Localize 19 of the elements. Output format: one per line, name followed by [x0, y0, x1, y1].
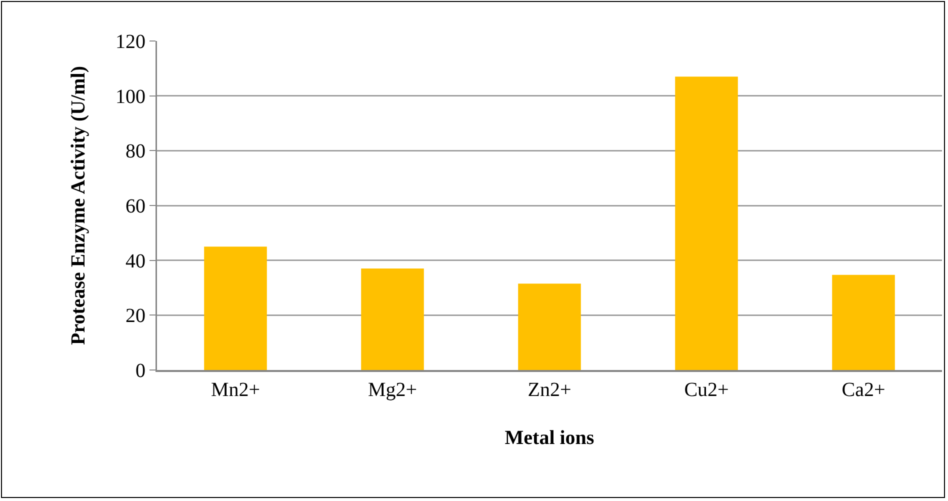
x-tick-label: Cu2+ [684, 379, 729, 401]
y-tick-label: 120 [116, 31, 146, 53]
x-tick-label: Mg2+ [368, 379, 418, 401]
y-tick-label: 0 [136, 360, 146, 382]
x-tick-label: Ca2+ [842, 379, 886, 401]
bar [518, 284, 581, 370]
x-tick-label: Mn2+ [210, 379, 260, 401]
bar [832, 274, 895, 370]
y-tick-label: 60 [126, 196, 146, 218]
y-tick-label: 20 [126, 305, 146, 328]
bar [361, 268, 424, 370]
bar [204, 246, 267, 370]
x-tick-label: Zn2+ [528, 379, 572, 401]
y-tick-label: 40 [126, 250, 146, 272]
bar [675, 76, 738, 370]
y-tick-label: 100 [116, 86, 146, 108]
x-axis-title: Metal ions [504, 427, 594, 449]
y-axis-title: Protease Enzyme Activity (U/ml) [67, 66, 90, 345]
y-tick-label: 80 [126, 140, 146, 163]
